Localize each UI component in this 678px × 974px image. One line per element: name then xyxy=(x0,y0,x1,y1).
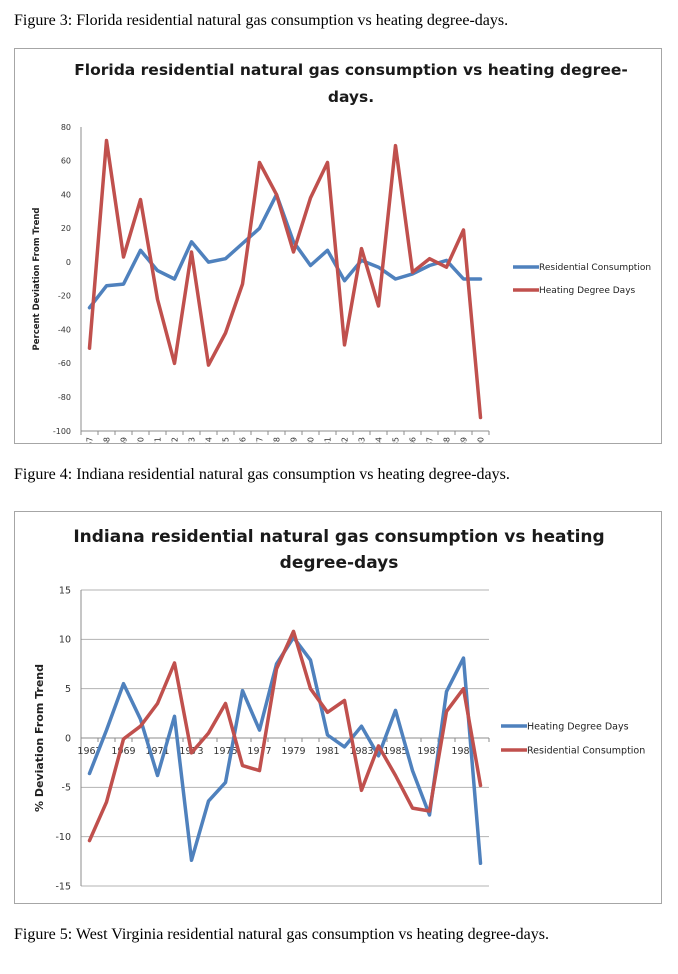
legend-label: Residential Consumption xyxy=(539,263,651,273)
x-tick-label: 1978 xyxy=(273,437,282,443)
x-tick-label: 1973 xyxy=(188,437,197,443)
x-tick-label: 1989 xyxy=(451,746,475,757)
x-tick-label: 1971 xyxy=(145,746,169,757)
x-tick-label: 1990 xyxy=(477,437,486,443)
y-tick-label: 80 xyxy=(61,123,71,132)
chart-title-line: Indiana residential natural gas consumpt… xyxy=(73,527,604,547)
y-tick-label: -60 xyxy=(58,359,71,368)
legend-label: Heating Degree Days xyxy=(539,286,636,296)
x-tick-label: 1983 xyxy=(349,746,373,757)
legend-label: Residential Consumption xyxy=(527,745,645,756)
x-tick-label: 1970 xyxy=(137,437,146,443)
figure-4-caption: Figure 4: Indiana residential natural ga… xyxy=(14,466,510,483)
series-line-heating-degree-days xyxy=(87,138,483,420)
indiana-chart: Indiana residential natural gas consumpt… xyxy=(14,511,662,904)
x-tick-label: 1987 xyxy=(417,746,441,757)
florida-chart: Florida residential natural gas consumpt… xyxy=(14,48,662,444)
y-tick-label: 40 xyxy=(61,190,71,199)
series-line-residential-consumption xyxy=(87,629,483,843)
x-tick-label: 1989 xyxy=(460,437,469,443)
x-tick-label: 1983 xyxy=(358,437,367,443)
legend-label: Heating Degree Days xyxy=(527,721,629,732)
x-tick-label: 1974 xyxy=(205,437,214,443)
x-tick-label: 1975 xyxy=(222,437,231,443)
y-tick-label: 15 xyxy=(59,585,71,596)
x-tick-label: 1985 xyxy=(392,437,401,443)
x-tick-label: 1979 xyxy=(281,746,305,757)
x-tick-label: 1972 xyxy=(171,437,180,443)
x-tick-label: 1979 xyxy=(290,437,299,443)
x-tick-label: 1988 xyxy=(443,437,452,443)
y-tick-label: -20 xyxy=(58,292,71,301)
y-tick-label: 0 xyxy=(65,733,71,744)
x-tick-label: 1984 xyxy=(375,437,384,443)
x-tick-label: 1986 xyxy=(409,437,418,443)
figure-5-caption: Figure 5: West Virginia residential natu… xyxy=(14,926,549,943)
y-axis-title: Percent Deviation From Trend xyxy=(32,208,42,351)
chart-title-line: Florida residential natural gas consumpt… xyxy=(74,61,628,79)
chart-svg: Florida residential natural gas consumpt… xyxy=(32,61,651,443)
x-tick-label: 1971 xyxy=(154,437,163,443)
x-tick-label: 1977 xyxy=(256,437,265,443)
y-tick-label: 10 xyxy=(59,635,71,646)
chart-title-line: days. xyxy=(328,88,374,106)
x-tick-label: 1977 xyxy=(247,746,271,757)
x-tick-label: 1981 xyxy=(315,746,339,757)
x-tick-label: 1968 xyxy=(103,437,112,443)
x-tick-label: 1967 xyxy=(77,746,101,757)
x-tick-label: 1969 xyxy=(111,746,135,757)
y-tick-label: -40 xyxy=(58,325,71,334)
y-tick-label: -80 xyxy=(58,393,71,402)
y-tick-label: 5 xyxy=(65,684,71,695)
y-tick-label: -10 xyxy=(55,832,71,843)
y-tick-label: -15 xyxy=(55,881,71,892)
x-tick-label: 1982 xyxy=(341,437,350,443)
x-tick-label: 1967 xyxy=(86,437,95,443)
x-tick-label: 1987 xyxy=(426,437,435,443)
y-tick-label: 20 xyxy=(61,224,71,233)
y-tick-label: 60 xyxy=(61,157,71,166)
y-axis-title: % Deviation From Trend xyxy=(33,664,46,812)
x-tick-label: 1980 xyxy=(307,437,316,443)
x-tick-label: 1985 xyxy=(383,746,407,757)
y-tick-label: -5 xyxy=(62,783,71,794)
y-tick-label: 0 xyxy=(66,258,71,267)
x-tick-label: 1975 xyxy=(213,746,237,757)
x-tick-label: 1969 xyxy=(120,437,129,443)
chart-title-line: degree-days xyxy=(280,553,399,573)
x-tick-label: 1981 xyxy=(324,437,333,443)
y-tick-label: -100 xyxy=(53,427,71,436)
chart-svg: Indiana residential natural gas consumpt… xyxy=(33,527,645,892)
figure-3-caption: Figure 3: Florida residential natural ga… xyxy=(14,12,509,29)
x-tick-label: 1976 xyxy=(239,437,248,443)
